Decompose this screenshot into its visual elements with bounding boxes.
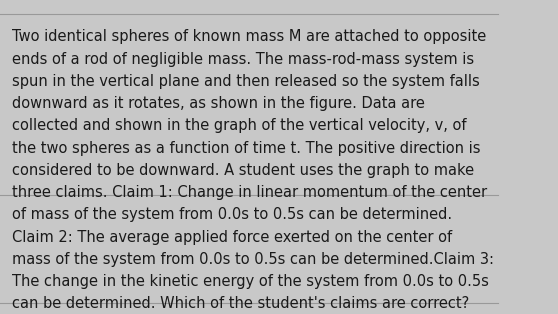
Text: collected and shown in the graph of the vertical velocity, v, of: collected and shown in the graph of the … [12, 118, 467, 133]
Text: spun in the vertical plane and then released so the system falls: spun in the vertical plane and then rele… [12, 74, 480, 89]
Text: the two spheres as a function of time t. The positive direction is: the two spheres as a function of time t.… [12, 141, 481, 155]
Text: ends of a rod of negligible mass. The mass-rod-mass system is: ends of a rod of negligible mass. The ma… [12, 51, 474, 67]
Text: can be determined. Which of the student's claims are correct?: can be determined. Which of the student'… [12, 296, 470, 311]
Text: downward as it rotates, as shown in the figure. Data are: downward as it rotates, as shown in the … [12, 96, 425, 111]
Text: of mass of the system from 0.0s to 0.5s can be determined.: of mass of the system from 0.0s to 0.5s … [12, 207, 453, 222]
Text: considered to be downward. A student uses the graph to make: considered to be downward. A student use… [12, 163, 474, 178]
Text: Two identical spheres of known mass M are attached to opposite: Two identical spheres of known mass M ar… [12, 29, 487, 44]
Text: The change in the kinetic energy of the system from 0.0s to 0.5s: The change in the kinetic energy of the … [12, 274, 489, 289]
Text: mass of the system from 0.0s to 0.5s can be determined.Claim 3:: mass of the system from 0.0s to 0.5s can… [12, 252, 494, 267]
Text: Claim 2: The average applied force exerted on the center of: Claim 2: The average applied force exert… [12, 230, 453, 245]
Text: three claims. Claim 1: Change in linear momentum of the center: three claims. Claim 1: Change in linear … [12, 185, 488, 200]
